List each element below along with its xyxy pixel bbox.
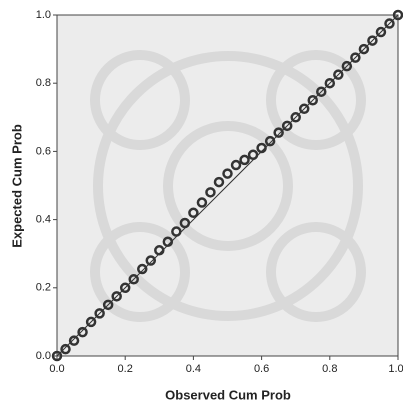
point [205,187,216,198]
y-tick-label: 0.4 [36,214,51,226]
point [102,299,114,311]
point [68,335,80,346]
point [77,326,88,338]
point [341,60,353,72]
point [367,35,378,46]
point [256,142,267,154]
point [307,95,318,106]
point [145,255,157,266]
y-tick-label: 0.6 [36,145,51,157]
point [188,207,199,219]
point [375,26,387,38]
y-tick-label: 1.0 [36,9,51,21]
point [324,77,336,89]
point [119,282,131,294]
x-tick-label: 0.4 [186,363,201,375]
point [51,350,63,362]
x-tick-label: 0.8 [322,363,337,375]
point [111,291,122,302]
point [350,52,361,63]
point [230,159,242,171]
point [239,154,250,166]
point [298,103,310,115]
point [171,226,182,237]
point [154,245,165,256]
point [264,135,276,147]
y-tick-label: 0.2 [36,282,51,294]
point [222,168,233,179]
x-tick-label: 0.2 [118,363,133,375]
point [273,127,284,138]
x-tick-label: 0.6 [254,363,269,375]
watermark [90,50,366,322]
point [179,217,191,229]
point [85,316,97,328]
point [247,149,259,161]
point [392,9,403,21]
point [281,120,293,132]
point [333,69,344,80]
point [128,274,139,285]
point [384,18,395,29]
point [213,176,225,188]
point [137,263,148,275]
x-tick-label: 0.0 [49,363,64,375]
y-tick-label: 0.0 [36,350,51,362]
point [60,343,71,355]
y-tick-label: 0.8 [36,77,51,89]
point [94,308,105,319]
point [358,43,370,55]
point [196,197,208,208]
point [290,112,301,123]
point [316,86,327,97]
x-tick-label: 1.0 [388,363,403,375]
point [162,236,174,248]
y-axis-title: Expected Cum Prob [9,124,24,248]
x-axis-title: Observed Cum Prob [165,387,291,402]
